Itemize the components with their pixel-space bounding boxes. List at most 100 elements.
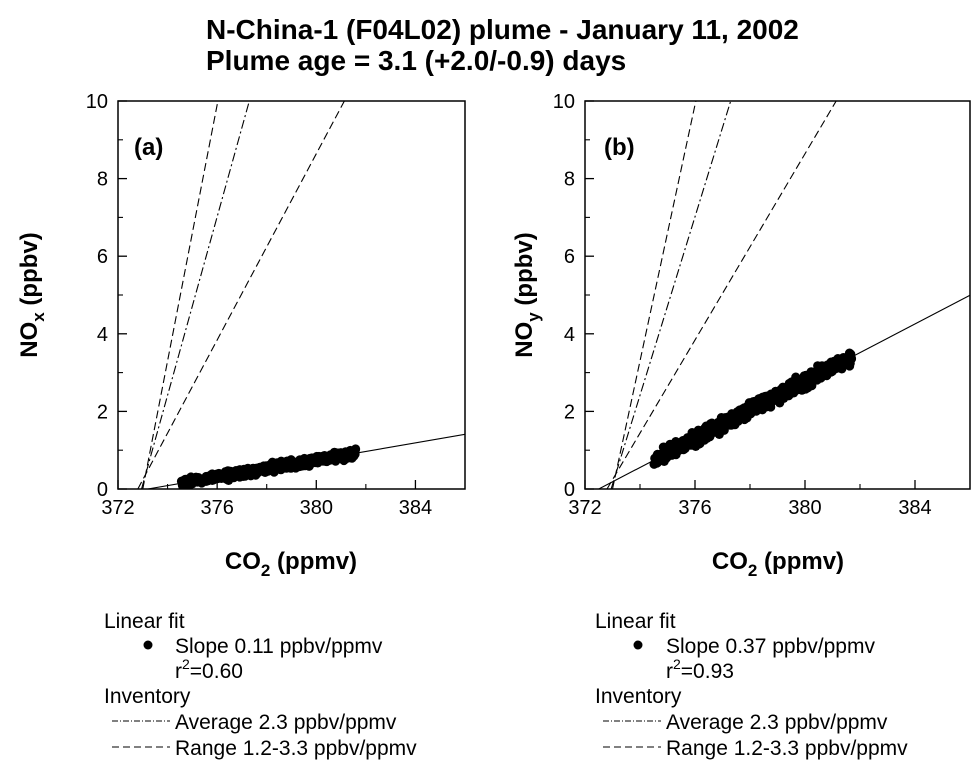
inventory-average-line	[141, 101, 250, 489]
legend-b: Linear fit Slope 0.37 ppbv/ppmv r2=0.93 …	[595, 610, 908, 760]
y-axis-label-a-main: NO	[16, 322, 43, 358]
scatter-point	[843, 356, 853, 367]
x-axis-label-a-main: CO	[225, 548, 261, 575]
scatter-point	[227, 468, 237, 478]
y-axis-label-b: NOy (ppbv)	[511, 232, 543, 357]
y-tick-label: 6	[564, 246, 575, 268]
x-tick-label: 372	[568, 497, 601, 519]
ticks-b: 372 376 380 384 0 2 4 6 8 10	[553, 91, 932, 519]
y-axis-label-a-sub: x	[29, 312, 48, 322]
legend-b-r2-sup: 2	[673, 656, 681, 672]
x-tick-label: 376	[678, 497, 711, 519]
scatter-point	[697, 426, 707, 436]
x-tick-label: 380	[788, 497, 821, 519]
y-tick-label: 6	[97, 246, 108, 268]
y-tick-label: 8	[564, 169, 575, 191]
x-tick-label: 380	[300, 497, 333, 519]
inventory-range-line	[142, 101, 219, 489]
x-axis-label-b-main: CO	[712, 548, 748, 575]
scatter-point	[826, 365, 836, 375]
y-tick-label: 4	[97, 324, 108, 346]
x-axis-label-a-unit: (ppmv)	[270, 548, 357, 575]
x-axis-label-b-sub: 2	[748, 561, 757, 580]
plot-frame-a	[117, 100, 466, 490]
scatter-point	[301, 458, 311, 469]
scatter-point	[658, 442, 669, 452]
lines-a	[137, 101, 465, 489]
x-axis-label-a-sub: 2	[261, 561, 270, 580]
legend-a-range-label: Range 1.2-3.3 ppbv/ppmv	[175, 737, 417, 760]
y-tick-label: 10	[86, 91, 108, 113]
linear-fit-line	[147, 433, 465, 489]
x-axis-label-b-unit: (ppmv)	[757, 548, 844, 575]
legend-a-r2: r2=0.60	[175, 656, 243, 683]
y-tick-label: 2	[97, 401, 108, 423]
scatter-point	[268, 460, 278, 471]
figure-title-line1: N-China-1 (F04L02) plume - January 11, 2…	[206, 14, 799, 45]
y-axis-label-b-main: NO	[511, 322, 538, 358]
legend-b-r2-prefix: r	[666, 660, 673, 683]
legend-b-inventory-header: Inventory	[595, 685, 682, 708]
legend-b-average-label: Average 2.3 ppbv/ppmv	[666, 711, 888, 734]
scatter-point	[801, 378, 811, 388]
scatter-point	[753, 400, 763, 410]
inventory-range-line	[137, 101, 345, 489]
x-axis-label-b: CO2 (ppmv)	[712, 548, 844, 580]
legend-a-fit-marker	[143, 640, 153, 650]
y-tick-label: 2	[564, 401, 575, 423]
scatter-point	[652, 458, 663, 468]
panel-label-a: (a)	[134, 134, 163, 161]
legend-a-average-label: Average 2.3 ppbv/ppmv	[175, 711, 397, 734]
y-axis-label-a-unit: (ppbv)	[16, 232, 43, 312]
y-tick-label: 0	[564, 479, 575, 501]
panel-label-b: (b)	[604, 134, 635, 161]
legend-b-fit-label: Slope 0.37 ppbv/ppmv	[666, 635, 875, 658]
scatter-point	[291, 459, 301, 469]
x-tick-label: 384	[399, 497, 432, 519]
plot-frame-b	[584, 100, 971, 490]
inventory-average-line	[610, 101, 732, 489]
y-tick-label: 10	[553, 91, 575, 113]
y-axis-label-a: NOx (ppbv)	[16, 232, 48, 357]
legend-a-fit-label: Slope 0.11 ppbv/ppmv	[175, 635, 383, 658]
legend-b-range-label: Range 1.2-3.3 ppbv/ppmv	[666, 737, 908, 760]
lines-b	[598, 101, 970, 489]
x-axis-label-a: CO2 (ppmv)	[225, 548, 357, 580]
legend-a-r2-prefix: r	[175, 660, 182, 683]
scatter-point	[688, 437, 698, 447]
legend-b-r2: r2=0.93	[666, 656, 734, 683]
legend-b-r2-value: =0.93	[681, 660, 734, 683]
figure-title-line2: Plume age = 3.1 (+2.0/-0.9) days	[206, 45, 626, 76]
y-tick-label: 0	[97, 479, 108, 501]
scatter-point	[791, 372, 801, 382]
legend-a-inventory-header: Inventory	[104, 685, 191, 708]
scatter-point	[801, 370, 811, 380]
y-axis-label-b-sub: y	[524, 312, 543, 322]
legend-a-r2-sup: 2	[182, 656, 190, 672]
y-tick-label: 8	[97, 169, 108, 191]
inventory-range-line	[606, 101, 837, 489]
scatter-point	[194, 476, 205, 486]
linear-fit-line	[598, 294, 970, 489]
scatter-point	[247, 465, 257, 475]
x-tick-label: 372	[101, 497, 134, 519]
y-tick-label: 4	[564, 324, 575, 346]
x-tick-label: 384	[898, 497, 931, 519]
x-tick-label: 376	[200, 497, 233, 519]
scatter-point	[178, 482, 188, 489]
legend-b-fit-marker	[633, 640, 643, 650]
scatter-point	[330, 455, 340, 465]
scatter-point	[769, 391, 780, 401]
inventory-range-line	[611, 101, 697, 489]
legend-a: Linear fit Slope 0.11 ppbv/ppmv r2=0.60 …	[104, 610, 417, 760]
legend-b-header: Linear fit	[595, 610, 676, 633]
ticks-a: 372 376 380 384 0 2 4 6 8 10	[86, 91, 432, 519]
y-axis-label-b-unit: (ppbv)	[511, 232, 538, 312]
legend-a-header: Linear fit	[104, 610, 185, 633]
scatter-point	[788, 385, 799, 395]
legend-a-r2-value: =0.60	[190, 660, 243, 683]
scatter-point	[762, 402, 772, 412]
